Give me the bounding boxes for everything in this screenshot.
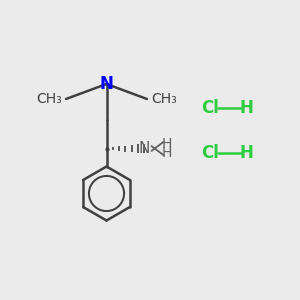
Text: CH₃: CH₃ bbox=[36, 92, 61, 106]
Text: Cl: Cl bbox=[201, 99, 219, 117]
Text: H: H bbox=[239, 144, 253, 162]
Text: N: N bbox=[138, 141, 150, 156]
Text: Cl: Cl bbox=[201, 144, 219, 162]
Text: H: H bbox=[161, 146, 172, 160]
Text: CH₃: CH₃ bbox=[152, 92, 177, 106]
Text: H: H bbox=[239, 99, 253, 117]
Text: H: H bbox=[161, 137, 172, 151]
Text: N: N bbox=[100, 75, 113, 93]
